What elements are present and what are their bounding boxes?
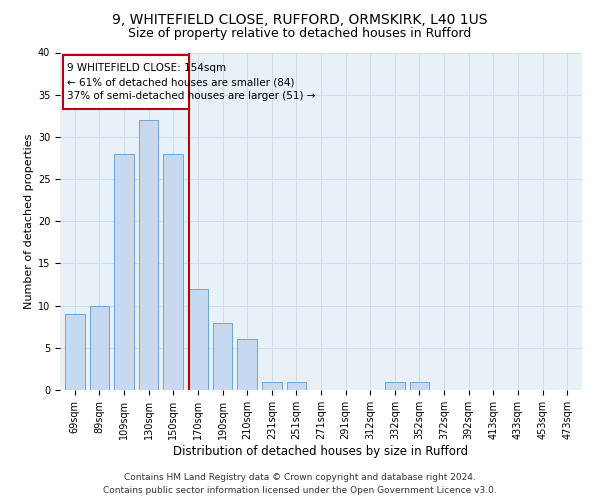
Bar (139, 120, 158, 390)
X-axis label: Distribution of detached houses by size in Rufford: Distribution of detached houses by size … (173, 444, 469, 458)
Text: 37% of semi-detached houses are larger (51) →: 37% of semi-detached houses are larger (… (67, 92, 315, 102)
Bar (65, 314, 85, 390)
Text: Size of property relative to detached houses in Rufford: Size of property relative to detached ho… (128, 28, 472, 40)
Bar (89, 306, 109, 390)
Bar (287, 382, 306, 390)
Bar (188, 289, 208, 390)
Bar (385, 382, 405, 390)
Text: Contains HM Land Registry data © Crown copyright and database right 2024.
Contai: Contains HM Land Registry data © Crown c… (103, 474, 497, 495)
Bar (114, 154, 134, 390)
Bar (262, 382, 281, 390)
Y-axis label: Number of detached properties: Number of detached properties (23, 134, 34, 309)
Bar (163, 154, 183, 390)
Text: ← 61% of detached houses are smaller (84): ← 61% of detached houses are smaller (84… (67, 77, 294, 87)
Text: 9 WHITEFIELD CLOSE: 154sqm: 9 WHITEFIELD CLOSE: 154sqm (67, 62, 226, 72)
FancyBboxPatch shape (63, 55, 188, 109)
Bar (410, 382, 430, 390)
Bar (212, 322, 232, 390)
Text: 9, WHITEFIELD CLOSE, RUFFORD, ORMSKIRK, L40 1US: 9, WHITEFIELD CLOSE, RUFFORD, ORMSKIRK, … (112, 12, 488, 26)
Bar (237, 340, 257, 390)
